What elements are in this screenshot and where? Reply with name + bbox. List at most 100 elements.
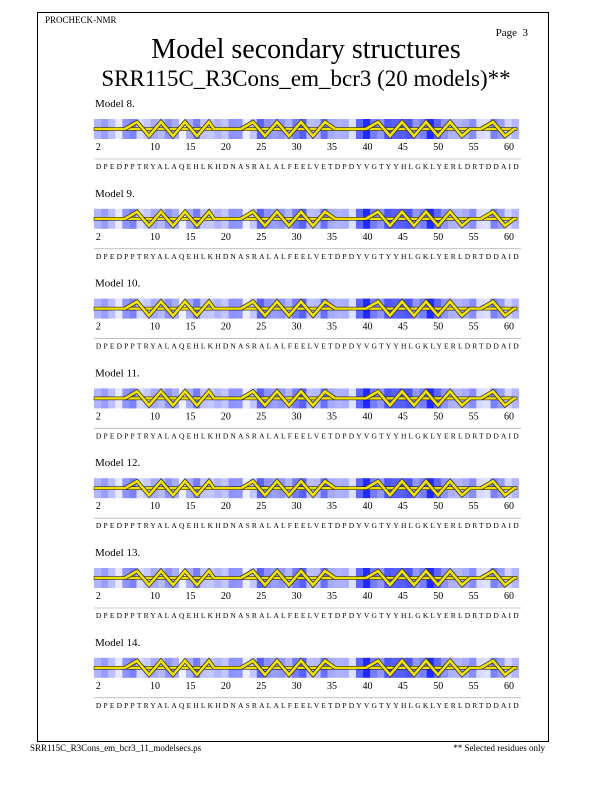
model-label: Model 14. [95,637,140,649]
helix [124,568,216,587]
model-block: Model 12. 2 10 15 20 25 30 35 40 45 50 55 60 DPEDPPTR… [93,457,521,530]
residue-tick-label: 60 [504,322,514,333]
residue-tick-label: 55 [469,681,479,692]
page-number: Page 3 [496,27,529,39]
residue-tick-label: 2 [96,681,101,692]
residue-tick-label: 15 [185,591,195,602]
residue-tick-label: 15 [185,142,195,153]
residue-tick-label: 60 [504,411,514,422]
helix [480,210,515,228]
subtitle: SRR115C_R3Cons_em_bcr3 (20 models)** [101,66,510,91]
residue-tick-label: 10 [150,232,160,243]
residue-tick-label: 20 [221,681,231,692]
residue-tick-label: 55 [469,232,479,243]
helix [124,209,216,228]
residue-tick-label: 50 [433,142,443,153]
residue-tick-label: 40 [362,681,372,692]
residue-tick-label: 10 [150,591,160,602]
residue-tick-label: 60 [504,232,514,243]
residue-tick-label: 55 [469,322,479,333]
residue-tick-label: 40 [362,142,372,153]
helix [480,569,515,587]
helix [480,659,515,677]
model-label: Model 13. [95,547,140,559]
program-name: PROCHECK-NMR [45,15,117,25]
residue-tick-label: 20 [221,591,231,602]
residue-tick-label: 25 [256,232,266,243]
residue-tick-label: 40 [362,322,372,333]
helix [480,299,515,318]
residue-tick-label: 50 [433,501,443,512]
sequence: DPEDPPTRYALAQEHLKHDNASRALALFEELVETDPDYVG… [96,521,519,530]
model-block: Model 8. 2 10 15 20 25 30 35 40 45 50 55 60 DPEDPPTRY… [93,98,521,171]
residue-tick-label: 50 [433,591,443,602]
residue-tick-label: 15 [185,322,195,333]
residue-tick-label: 10 [150,681,160,692]
residue-tick-label: 60 [504,142,514,153]
residue-tick-label: 15 [185,411,195,422]
model-label: Model 12. [95,457,140,469]
residue-tick-label: 2 [96,232,101,243]
residue-tick-label: 35 [327,142,337,153]
residue-tick-label: 25 [256,501,266,512]
residue-tick-label: 40 [362,591,372,602]
page-frame [37,12,549,742]
sequence: DPEDPPTRYALAQEHLKHDNASRALALFEELVETDPDYVG… [96,611,519,620]
residue-tick-label: 35 [327,501,337,512]
footer-note: ** Selected residues only [453,743,545,753]
helix [240,299,336,318]
residue-tick-label: 20 [221,501,231,512]
model-block: Model 11. 2 10 15 20 25 30 35 40 45 50 55 60 DPEDPPTR… [93,367,521,440]
residue-tick-label: 45 [398,142,408,153]
residue-tick-label: 35 [327,681,337,692]
residue-tick-label: 25 [256,142,266,153]
residue-tick-label: 2 [96,501,101,512]
residue-tick-label: 20 [221,232,231,243]
helix [365,120,471,138]
residue-tick-label: 60 [504,501,514,512]
residue-tick-label: 2 [96,411,101,422]
residue-tick-label: 35 [327,411,337,422]
residue-tick-label: 35 [327,591,337,602]
helix [124,658,216,677]
residue-tick-label: 30 [292,681,302,692]
residue-tick-label: 45 [398,322,408,333]
helix [240,209,336,228]
title: Model secondary structures [151,34,460,65]
residue-tick-label: 10 [150,411,160,422]
residue-tick-label: 45 [398,501,408,512]
residue-tick-label: 45 [398,591,408,602]
residue-tick-label: 2 [96,322,101,333]
model-label: Model 8. [95,98,135,110]
residue-tick-label: 30 [292,232,302,243]
helix [365,658,471,677]
residue-tick-label: 10 [150,142,160,153]
residue-tick-label: 35 [327,232,337,243]
model-block: Model 9. 2 10 15 20 25 30 35 40 45 50 55 60 DPEDPPTRY… [93,188,521,261]
residue-tick-label: 30 [292,501,302,512]
sequence: DPEDPPTRYALAQEHLKHDNASRALALFEELVETDPDYVG… [96,701,519,710]
residue-tick-label: 15 [185,501,195,512]
residue-tick-label: 2 [96,591,101,602]
helix [480,389,515,408]
helix [365,299,471,318]
residue-tick-label: 25 [256,591,266,602]
helix [240,389,336,408]
residue-tick-label: 50 [433,411,443,422]
residue-tick-label: 50 [433,232,443,243]
model-block: Model 13. 2 10 15 20 25 30 35 40 45 50 55 60 DPEDPPTR… [93,547,521,620]
helix [240,658,336,677]
residue-tick-label: 50 [433,322,443,333]
residue-tick-label: 15 [185,681,195,692]
model-label: Model 11. [95,367,140,379]
residue-tick-label: 40 [362,232,372,243]
residue-tick-label: 35 [327,322,337,333]
sequence: DPEDPPTRYALAQEHLKHDNASRALALFEELVETDPDYVG… [96,162,519,171]
helix [480,120,515,138]
residue-tick-label: 55 [469,591,479,602]
helix [365,569,471,587]
residue-tick-label: 45 [398,232,408,243]
residue-tick-label: 30 [292,322,302,333]
